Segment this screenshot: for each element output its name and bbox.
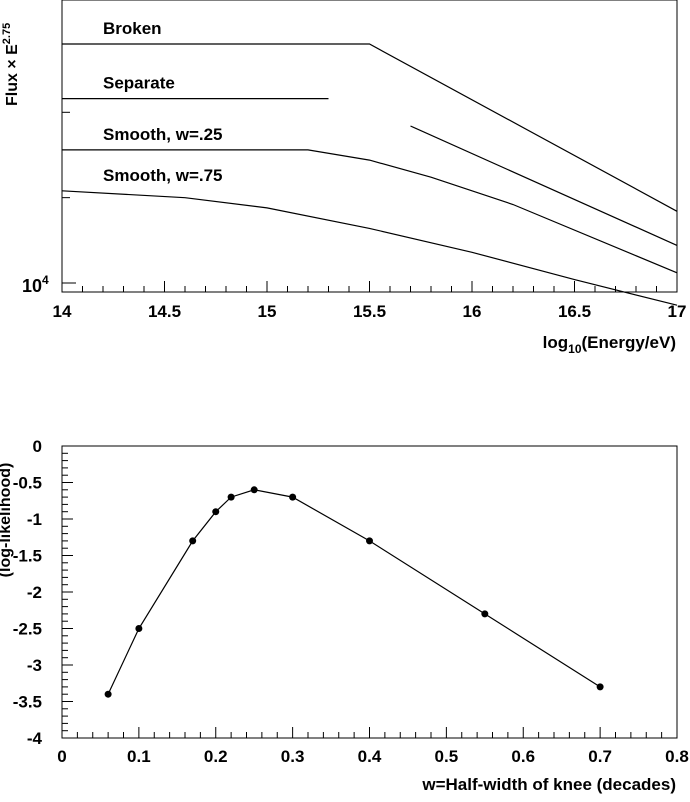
bottom-series [107,489,601,695]
top-x-tick-label: 14.5 [148,302,181,321]
top-y-axis-label: Flux × E2.75 [1,23,21,106]
bottom-y-tick-label: -0.5 [13,474,42,493]
bottom-x-tick-label: 0.6 [511,747,535,766]
data-point [481,610,489,618]
bottom-y-tick-label: 0 [33,437,42,456]
series-line-smooth-w-25 [62,149,678,274]
top-series [61,43,678,306]
top-x-tick-label: 14 [53,302,72,321]
top-x-tick-label: 17 [668,302,687,321]
top-chart: 14 14.5 15 15.5 16 16.5 17 Broken Separate Smoot… [1,0,686,356]
data-point [596,683,604,691]
bottom-x-tick-label: 0.7 [588,747,612,766]
top-y-tick-label: 104 [22,273,49,296]
data-point [289,493,297,501]
likelihood-line [107,489,601,695]
bottom-x-axis: 0 0.1 0.2 0.3 0.4 0.5 0.6 0.7 0.8 [57,727,689,766]
bottom-y-tick-label: -1.5 [13,547,42,566]
bottom-chart: 0 0.1 0.2 0.3 0.4 0.5 0.6 0.7 0.8 0 -0.5 -1 -1.5 -2 -… [0,437,689,794]
bottom-y-tick-label: -1 [27,510,42,529]
data-point [250,486,258,494]
top-x-axis: 14 14.5 15 15.5 16 16.5 17 [53,281,687,321]
bottom-x-tick-label: 0.3 [281,747,305,766]
data-point [227,493,235,501]
series-line-separate [410,125,678,246]
bottom-y-axis-label: (log-likelihood) [0,463,14,578]
data-point [366,537,373,545]
series-label-broken: Broken [103,19,162,38]
bottom-plot-frame [61,445,678,739]
top-x-tick-label: 16.5 [558,302,591,321]
series-line-broken [62,43,678,212]
bottom-x-tick-label: 0.4 [358,747,382,766]
top-x-tick-label: 15.5 [353,302,386,321]
bottom-x-tick-label: 0.8 [665,747,689,766]
top-y-axis [62,111,76,284]
bottom-x-tick-label: 0 [57,747,66,766]
bottom-points [104,486,604,698]
top-series-labels: Broken Separate Smooth, w=.25 Smooth, w=.75 [103,19,223,185]
bottom-x-axis-label: w=Half-width of knee (decades) [421,775,676,794]
data-point [212,508,220,516]
series-line-smooth-w-75 [61,190,678,306]
top-x-tick-label: 16 [463,302,482,321]
series-label-smooth-w-75: Smooth, w=.75 [103,166,223,185]
bottom-y-tick-label: -3.5 [13,693,42,712]
top-x-axis-label: log10(Energy/eV) [543,333,676,356]
data-point [104,690,112,698]
data-point [135,625,143,632]
bottom-y-tick-label: -3 [27,656,42,675]
bottom-y-axis: 0 -0.5 -1 -1.5 -2 -2.5 -3 -3.5 -4 [13,437,73,748]
bottom-x-tick-label: 0.2 [204,747,228,766]
bottom-y-tick-label: -2.5 [13,620,42,639]
bottom-x-tick-label: 0.1 [127,747,151,766]
series-label-separate: Separate [103,74,175,93]
data-point [189,537,197,545]
bottom-y-tick-label: -4 [27,729,43,748]
bottom-y-tick-label: -2 [27,583,42,602]
bottom-x-tick-label: 0.5 [435,747,459,766]
series-label-smooth-w-25: Smooth, w=.25 [103,125,223,144]
top-x-tick-label: 15 [258,302,277,321]
